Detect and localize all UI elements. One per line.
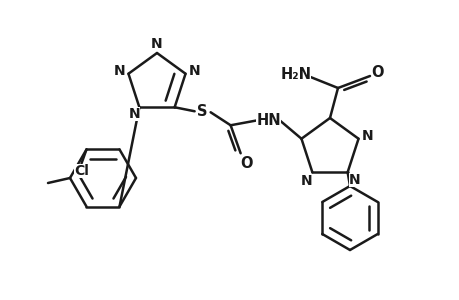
Text: N: N bbox=[188, 64, 200, 78]
Text: H₂N: H₂N bbox=[280, 67, 311, 82]
Text: N: N bbox=[114, 64, 125, 78]
Text: Cl: Cl bbox=[74, 164, 89, 178]
Text: N: N bbox=[151, 37, 162, 51]
Text: N: N bbox=[361, 129, 373, 142]
Text: HN: HN bbox=[256, 113, 280, 128]
Text: N: N bbox=[300, 174, 312, 188]
Text: O: O bbox=[240, 156, 252, 171]
Text: N: N bbox=[128, 106, 140, 121]
Text: S: S bbox=[197, 104, 207, 119]
Text: N: N bbox=[348, 173, 359, 188]
Text: O: O bbox=[371, 64, 383, 80]
